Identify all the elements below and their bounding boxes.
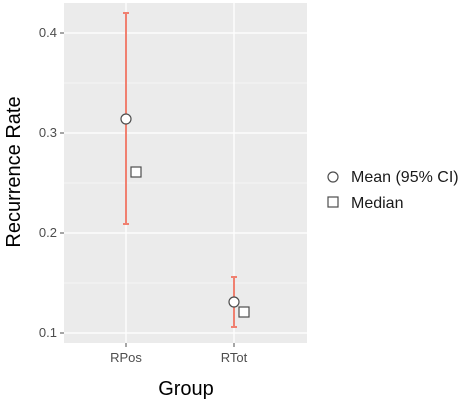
- legend-key-square-marker: [327, 196, 339, 208]
- y-tick-label: 0.3: [39, 125, 57, 140]
- median-point-rpos: [130, 166, 142, 178]
- y-axis-ticks: 0.1 0.2 0.3 0.4: [39, 25, 64, 340]
- legend-label-mean: Mean (95% CI): [351, 169, 459, 186]
- legend-label-median: Median: [351, 195, 403, 212]
- legend-key-circle-marker: [327, 171, 339, 183]
- y-axis-title: Recurrence Rate: [3, 96, 25, 247]
- mean-point-rtot: [228, 296, 240, 308]
- mean-point-rpos: [120, 113, 132, 125]
- y-tick-label: 0.1: [39, 325, 57, 340]
- legend: Mean (95% CI) Median: [327, 169, 459, 212]
- plot-panel: [64, 3, 307, 343]
- y-tick-label: 0.2: [39, 225, 57, 240]
- data-points: [120, 113, 250, 318]
- x-axis-title: Group: [158, 378, 214, 400]
- median-point-rtot: [238, 306, 250, 318]
- x-axis-ticks: RPos RTot: [110, 343, 248, 365]
- x-tick-label: RPos: [110, 350, 142, 365]
- x-tick-label: RTot: [221, 350, 248, 365]
- y-tick-label: 0.4: [39, 25, 57, 40]
